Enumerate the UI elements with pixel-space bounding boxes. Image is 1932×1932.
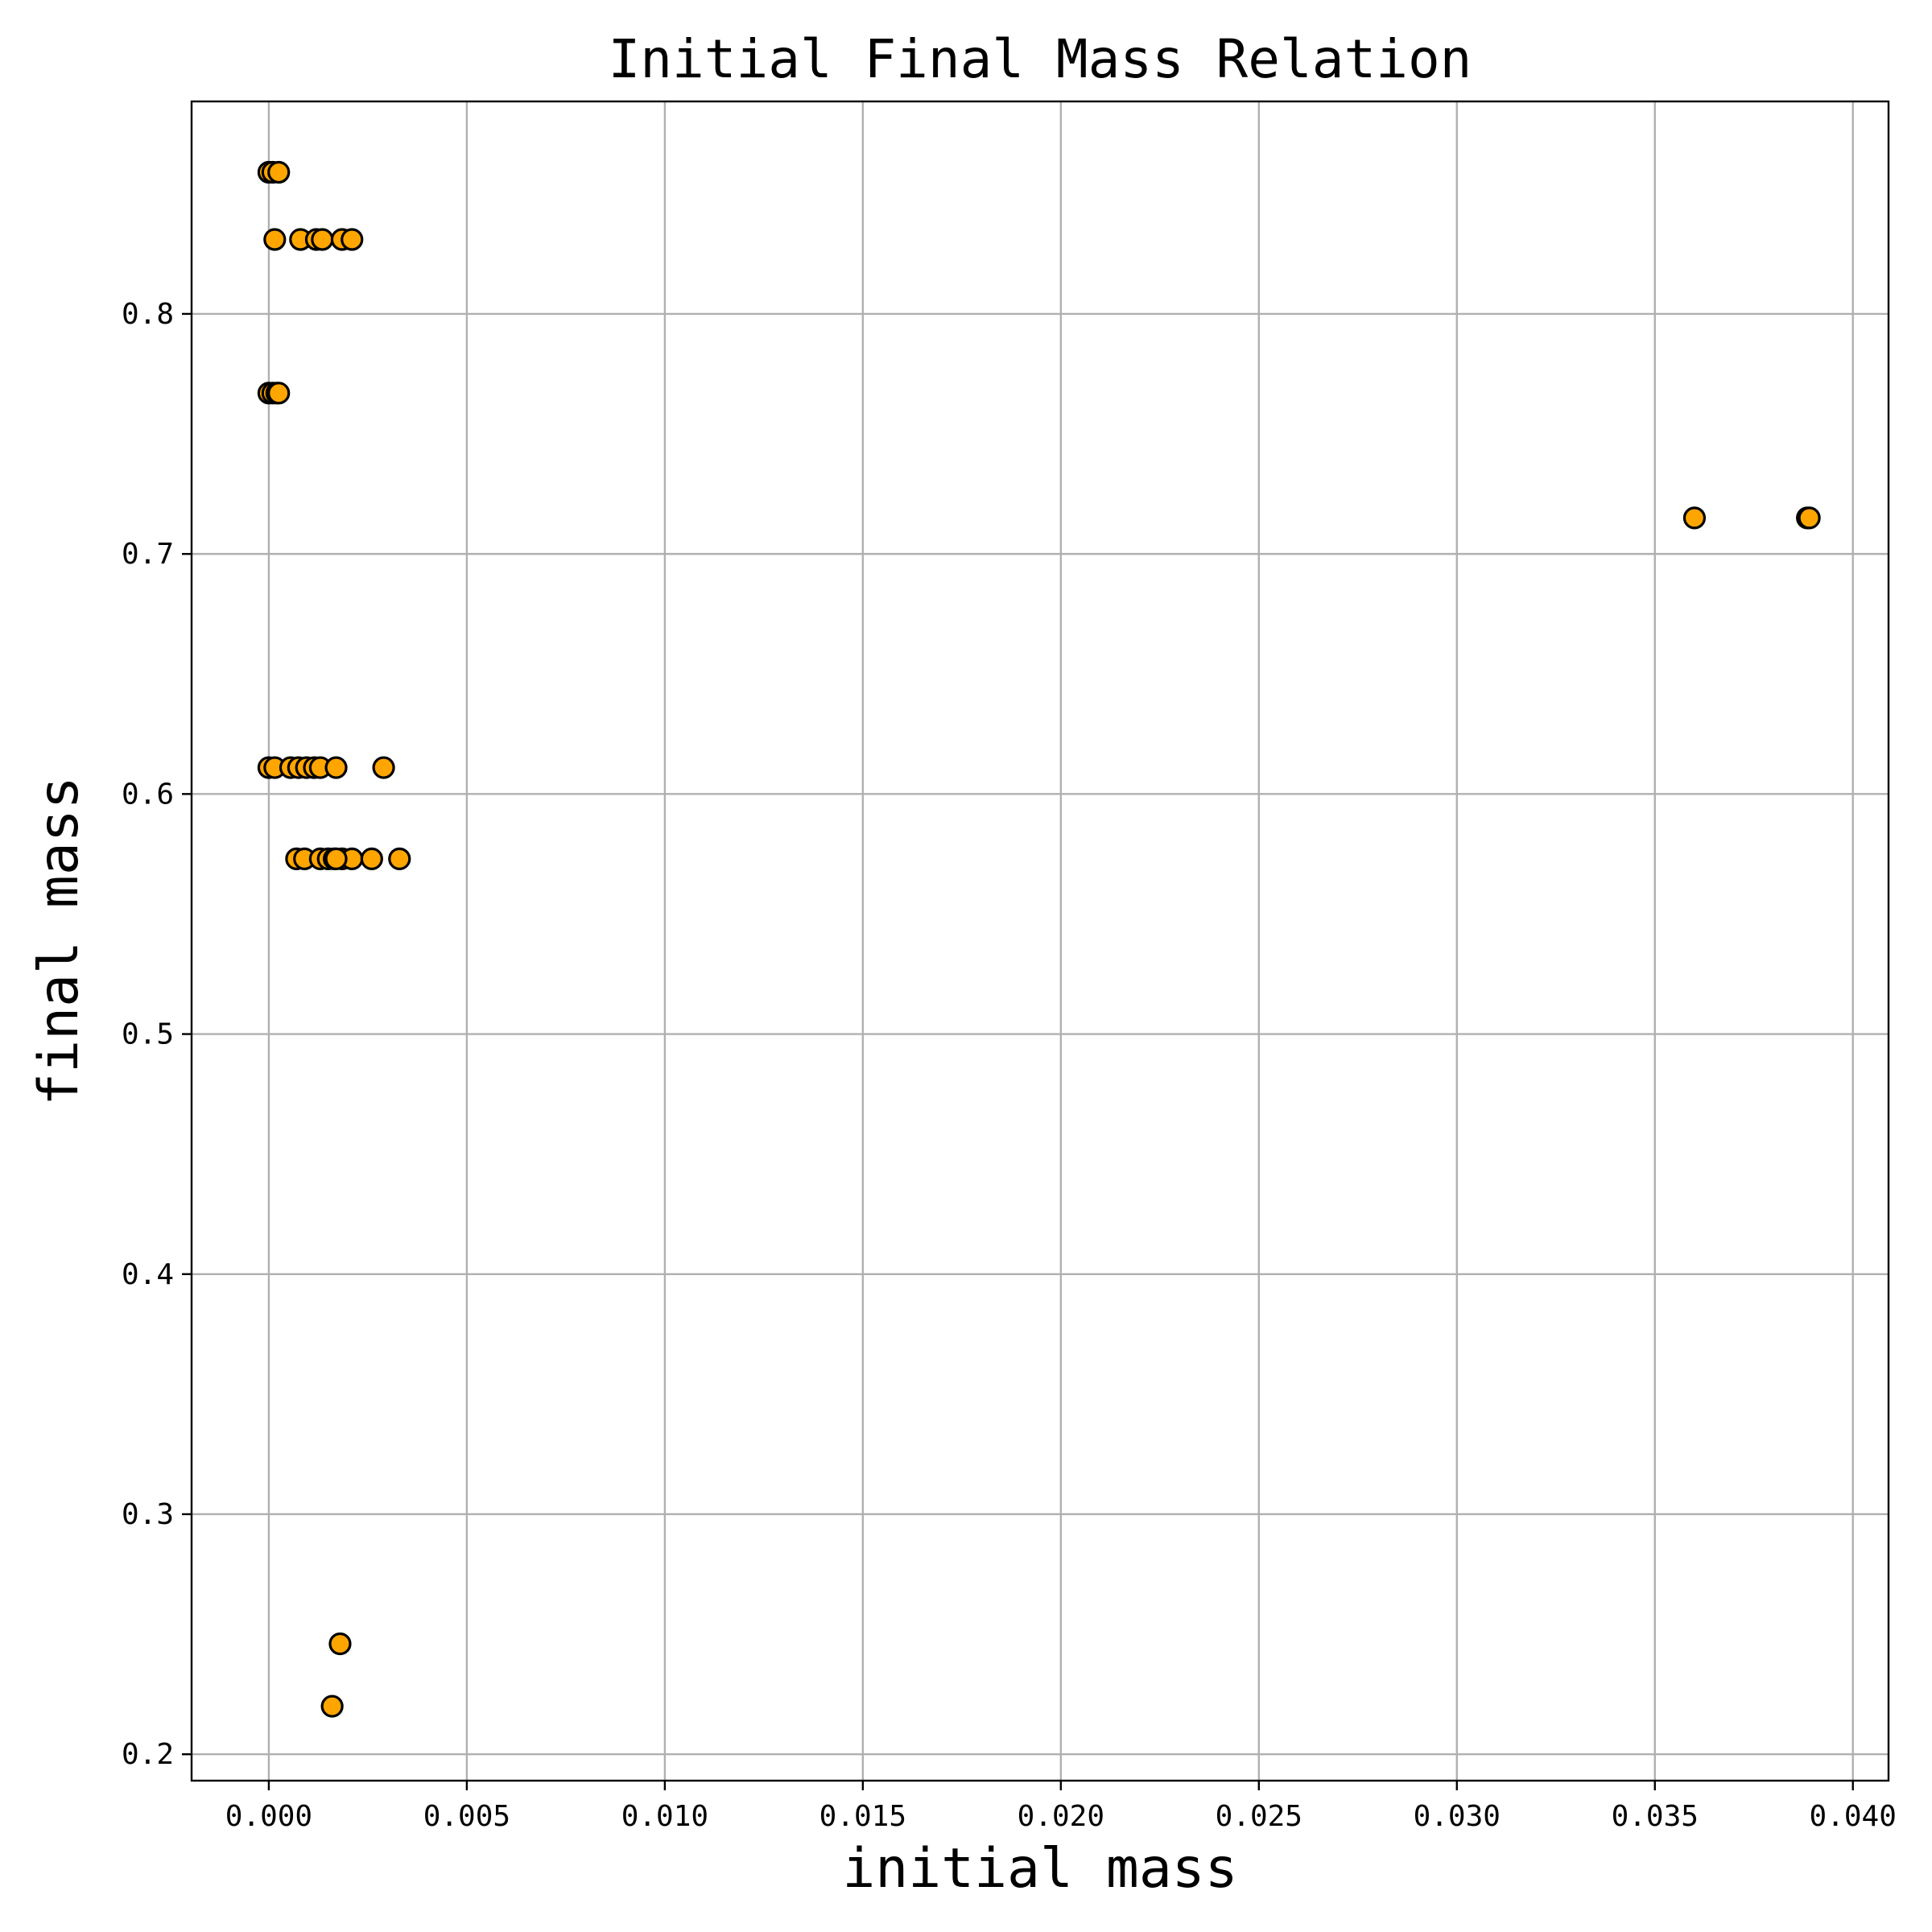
x-axis-label: initial mass — [842, 1837, 1237, 1901]
x-tick-label: 0.005 — [423, 1800, 510, 1833]
scatter-point — [372, 756, 395, 779]
scatter-point — [360, 847, 383, 870]
scatter-point — [388, 847, 411, 870]
plot-frame — [190, 100, 1890, 1782]
scatter-point — [341, 228, 364, 251]
y-tick-label: 0.2 — [122, 1738, 174, 1771]
scatter-point — [267, 382, 291, 405]
scatter-point — [311, 228, 334, 251]
axis-ticks: 0.000 0.005 0.010 0.015 0.020 0.025 0.030 0.035… — [122, 298, 1897, 1833]
x-tick-label: 0.030 — [1414, 1800, 1501, 1833]
scatter-point — [328, 1632, 352, 1656]
scatter-point — [263, 228, 287, 251]
x-tick-label: 0.040 — [1810, 1800, 1897, 1833]
y-axis-label: final mass — [27, 776, 91, 1105]
scatter-point — [324, 847, 348, 870]
scatter-point — [1682, 506, 1707, 530]
scatter-point — [320, 1695, 344, 1718]
scatter-point — [324, 756, 348, 779]
grid — [192, 101, 1889, 1781]
x-tick-label: 0.000 — [225, 1800, 312, 1833]
chart-title: Initial Final Mass Relation — [609, 28, 1472, 90]
y-tick-label: 0.7 — [122, 538, 174, 571]
scatter-point — [1798, 506, 1821, 530]
x-tick-label: 0.025 — [1216, 1800, 1302, 1833]
x-tick-label: 0.020 — [1018, 1800, 1104, 1833]
data-points — [257, 160, 1821, 1718]
x-tick-label: 0.010 — [621, 1800, 708, 1833]
y-tick-label: 0.8 — [122, 298, 174, 331]
y-tick-label: 0.5 — [122, 1018, 174, 1051]
y-tick-label: 0.6 — [122, 778, 174, 811]
y-tick-label: 0.3 — [122, 1498, 174, 1531]
scatter-point — [267, 160, 291, 184]
y-tick-label: 0.4 — [122, 1258, 174, 1291]
x-tick-label: 0.015 — [819, 1800, 906, 1833]
x-tick-label: 0.035 — [1612, 1800, 1699, 1833]
